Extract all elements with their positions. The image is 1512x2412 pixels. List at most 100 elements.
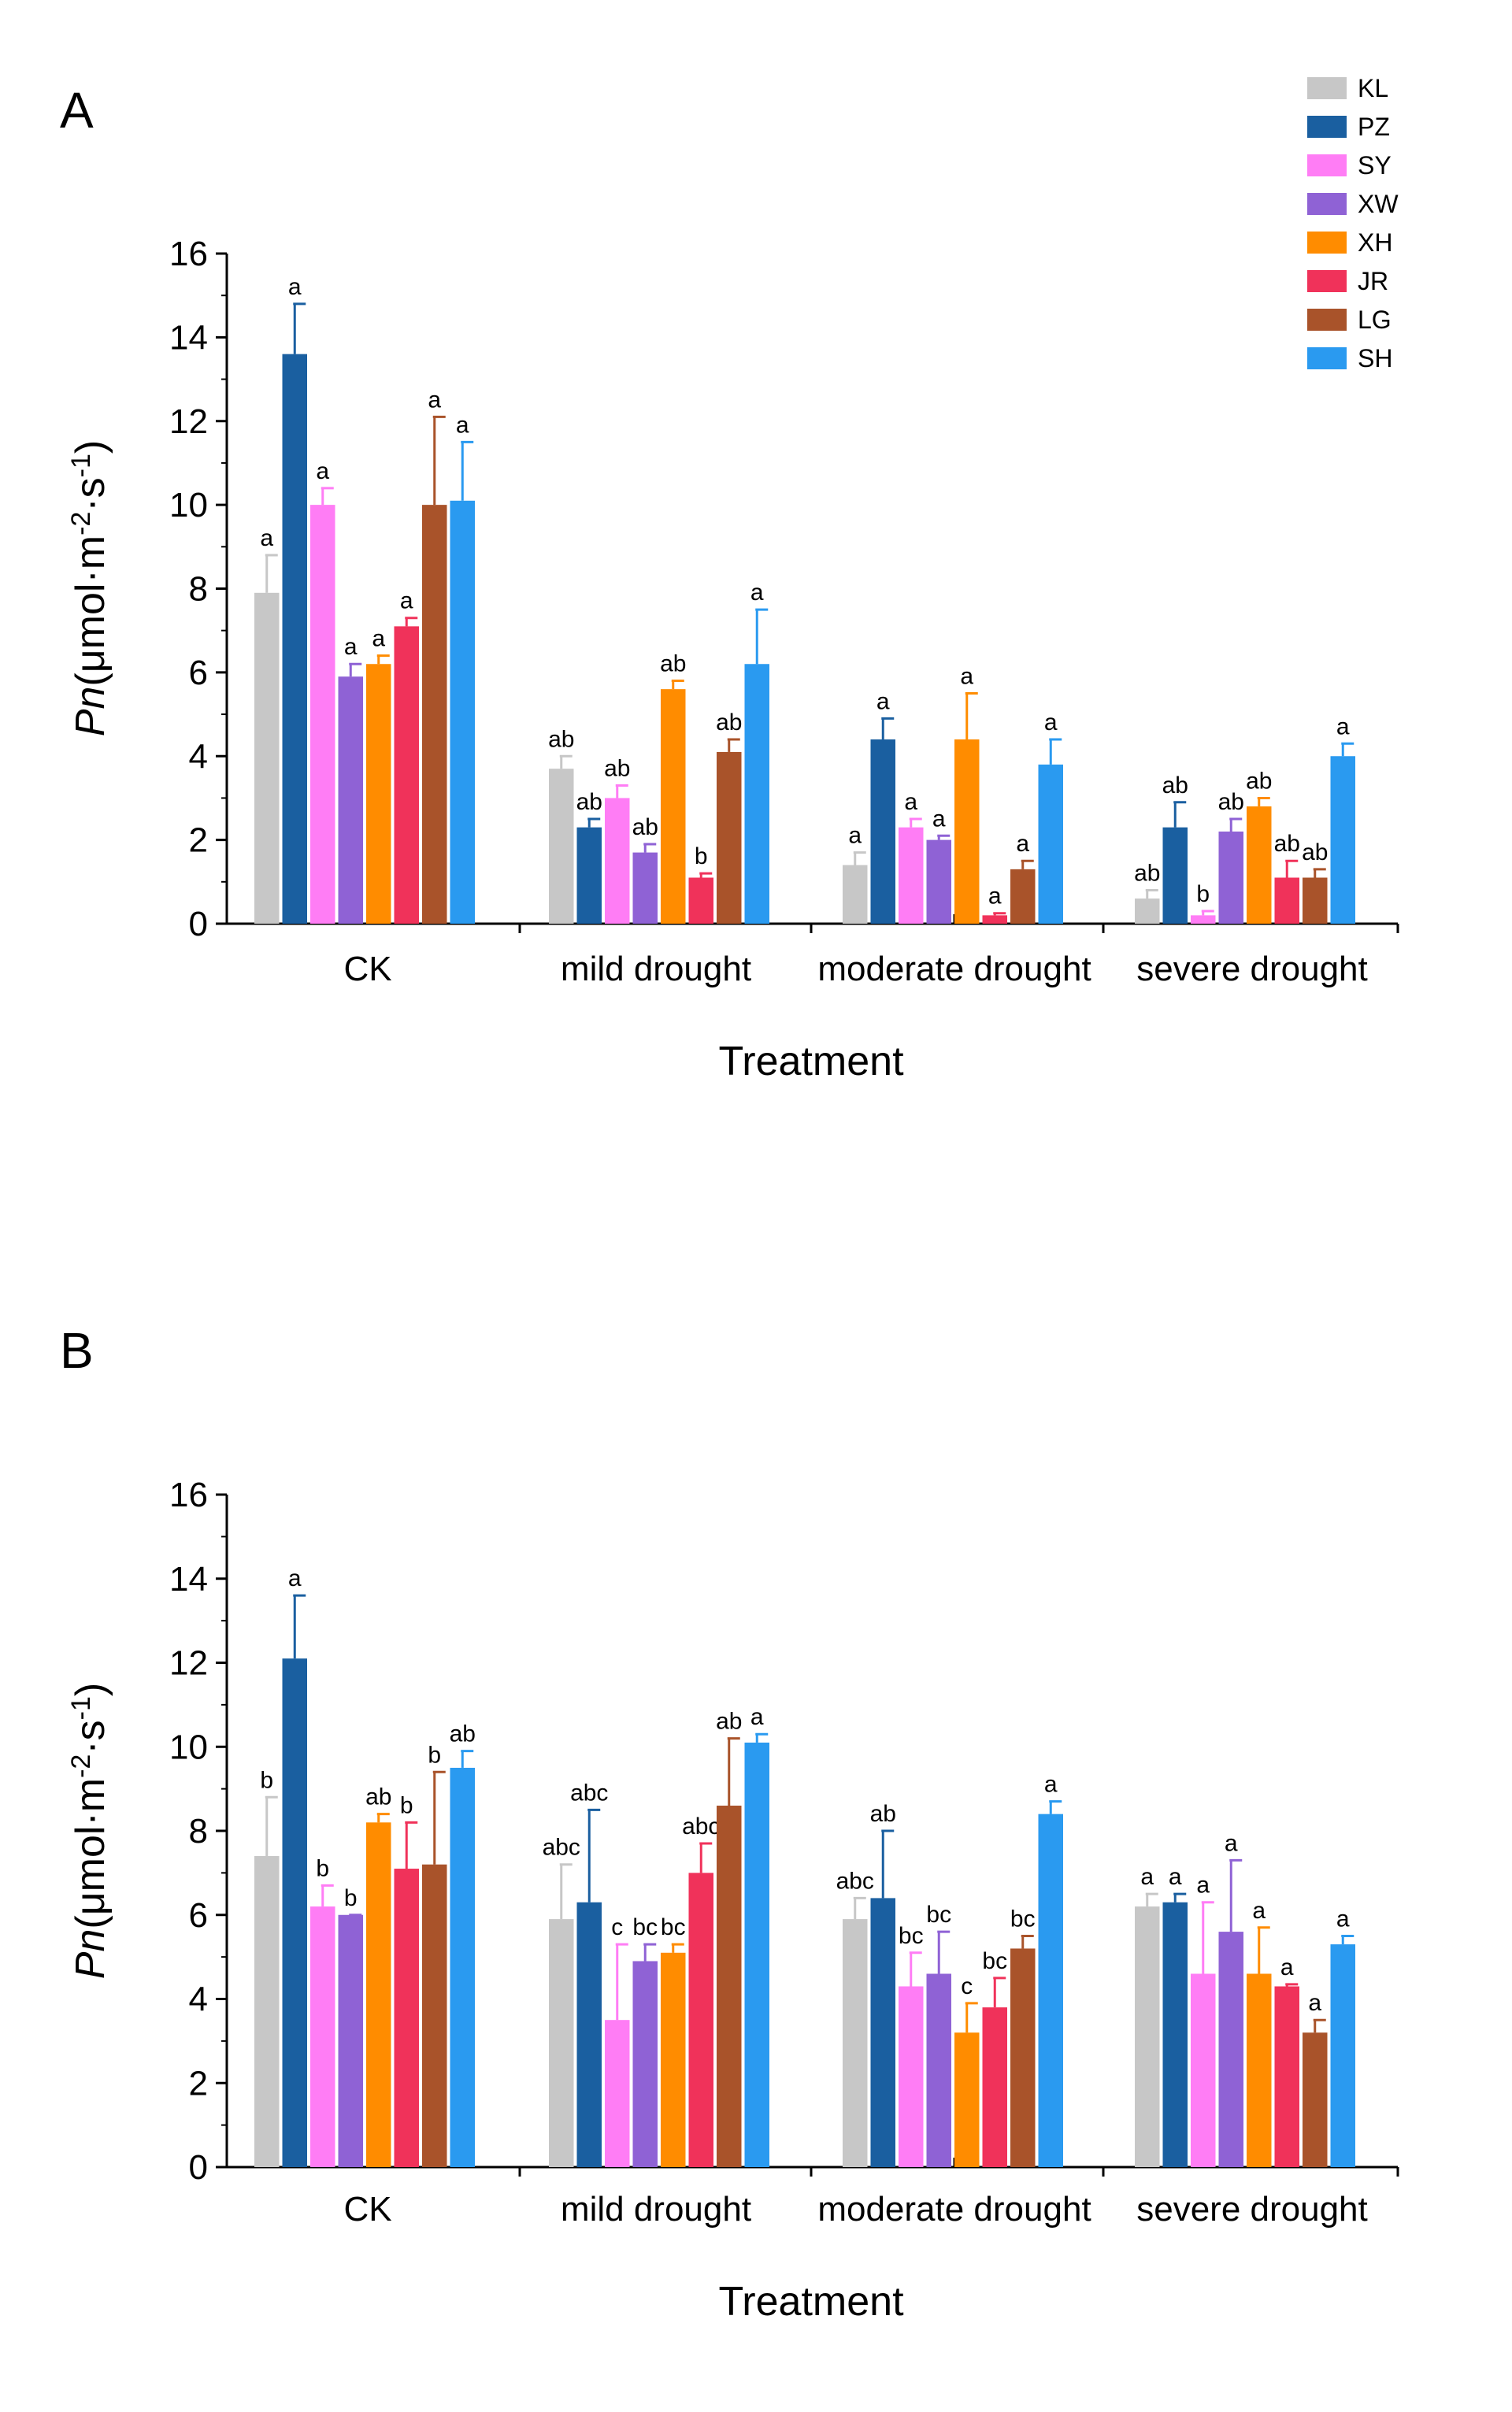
legend-label-sh: SH (1358, 344, 1392, 372)
bar-sh-0 (450, 1767, 475, 2167)
x-tick-label-moderate-drought: moderate drought (817, 950, 1091, 988)
significance-label: b (316, 1855, 329, 1881)
x-tick-label-mild-drought: mild drought (561, 2190, 751, 2229)
legend-label-jr: JR (1358, 267, 1388, 295)
bar-xw-0 (338, 676, 363, 924)
significance-label: a (1225, 1830, 1238, 1856)
bar-lg-1 (717, 1805, 742, 2167)
significance-label: ab (1274, 831, 1300, 857)
significance-label: abc (836, 1868, 874, 1894)
significance-label: ab (604, 755, 630, 781)
significance-label: ab (1134, 860, 1160, 886)
y-tick-label: 16 (169, 1476, 208, 1514)
significance-label: a (1044, 710, 1058, 735)
significance-label: a (344, 634, 358, 660)
bar-kl-1 (549, 1919, 574, 2167)
bar-sy-2 (899, 1986, 924, 2167)
panel-label: A (60, 82, 94, 139)
bar-kl-2 (843, 1919, 868, 2167)
significance-label: ab (716, 710, 742, 735)
significance-label: a (260, 525, 273, 551)
bar-jr-1 (688, 877, 713, 924)
y-axis-title-part: (μmol·m (68, 1778, 113, 1929)
y-tick-label: 12 (169, 402, 208, 441)
significance-label: ab (450, 1721, 476, 1747)
significance-label: a (288, 1565, 302, 1591)
bar-xh-3 (1247, 1973, 1272, 2167)
significance-label: b (695, 843, 708, 869)
bar-xh-1 (661, 689, 686, 924)
y-axis-title-part: Pn (68, 1929, 113, 1980)
significance-label: ab (1246, 768, 1272, 794)
y-tick-label: 0 (189, 905, 208, 943)
significance-label: a (1252, 1898, 1266, 1924)
bar-xw-1 (632, 1961, 658, 2167)
significance-label: a (848, 823, 862, 849)
bar-xh-0 (366, 664, 391, 924)
y-axis-title-part: -1 (66, 454, 96, 477)
bar-pz-3 (1162, 827, 1188, 924)
bar-pz-2 (870, 739, 895, 924)
bar-pz-1 (576, 1902, 602, 2167)
bar-sy-3 (1191, 1973, 1216, 2167)
bar-xw-3 (1218, 831, 1243, 924)
bar-jr-3 (1274, 1986, 1299, 2167)
significance-label: a (428, 387, 441, 413)
significance-label: ab (1302, 839, 1328, 865)
significance-label: a (1196, 1873, 1210, 1899)
significance-label: ab (365, 1784, 391, 1810)
bar-lg-2 (1010, 869, 1036, 924)
bar-kl-3 (1135, 898, 1160, 924)
significance-label: a (400, 588, 413, 614)
significance-label: ab (1218, 789, 1244, 815)
significance-label: abc (543, 1835, 580, 1861)
significance-label: ab (632, 814, 658, 840)
y-axis-title-part: -2 (66, 512, 96, 535)
x-tick-label-mild-drought: mild drought (561, 950, 751, 988)
legend-swatch-sy (1307, 154, 1347, 176)
significance-label: a (316, 458, 329, 484)
y-tick-label: 14 (169, 1560, 208, 1599)
bar-lg-3 (1303, 877, 1328, 924)
bar-lg-0 (422, 1864, 447, 2167)
bar-sh-3 (1330, 756, 1355, 924)
bar-xh-2 (954, 2032, 980, 2167)
x-tick-label-ck: CK (343, 2190, 391, 2229)
bar-sh-2 (1038, 1814, 1063, 2167)
y-tick-label: 10 (169, 1728, 208, 1766)
significance-label: b (1196, 881, 1210, 907)
y-axis-title-part: ·s (68, 477, 113, 511)
significance-label: a (1308, 1990, 1321, 2016)
y-tick-label: 2 (189, 2064, 208, 2103)
legend-label-xw: XW (1358, 190, 1399, 218)
significance-label: a (1016, 831, 1029, 857)
significance-label: a (960, 663, 973, 689)
bar-xw-3 (1218, 1932, 1243, 2167)
y-axis-title: Pn(μmol·m-2·s-1) (66, 440, 113, 736)
bar-xh-3 (1247, 806, 1272, 924)
x-tick-label-severe-drought: severe drought (1136, 950, 1368, 988)
y-tick-label: 2 (189, 821, 208, 860)
legend-label-lg: LG (1358, 306, 1392, 334)
y-tick-label: 10 (169, 486, 208, 524)
bar-sy-3 (1191, 915, 1216, 924)
x-tick-label-moderate-drought: moderate drought (817, 2190, 1091, 2229)
significance-label: b (260, 1767, 273, 1793)
significance-label: bc (899, 1923, 924, 1949)
significance-label: ab (548, 726, 574, 752)
significance-label: a (288, 274, 302, 300)
significance-label: a (1044, 1772, 1058, 1798)
bar-sh-0 (450, 500, 475, 924)
y-axis-title-part: -1 (66, 1696, 96, 1720)
significance-label: bc (661, 1914, 686, 1940)
y-tick-label: 12 (169, 1644, 208, 1683)
legend-swatch-kl (1307, 77, 1347, 99)
bar-pz-3 (1162, 1902, 1188, 2167)
bar-xw-1 (632, 852, 658, 924)
significance-label: bc (632, 1914, 658, 1940)
significance-label: a (1169, 1864, 1182, 1890)
bar-lg-2 (1010, 1948, 1036, 2167)
x-tick-label-ck: CK (343, 950, 391, 988)
significance-label: ab (660, 651, 686, 677)
x-axis-title: Treatment (718, 2279, 904, 2325)
